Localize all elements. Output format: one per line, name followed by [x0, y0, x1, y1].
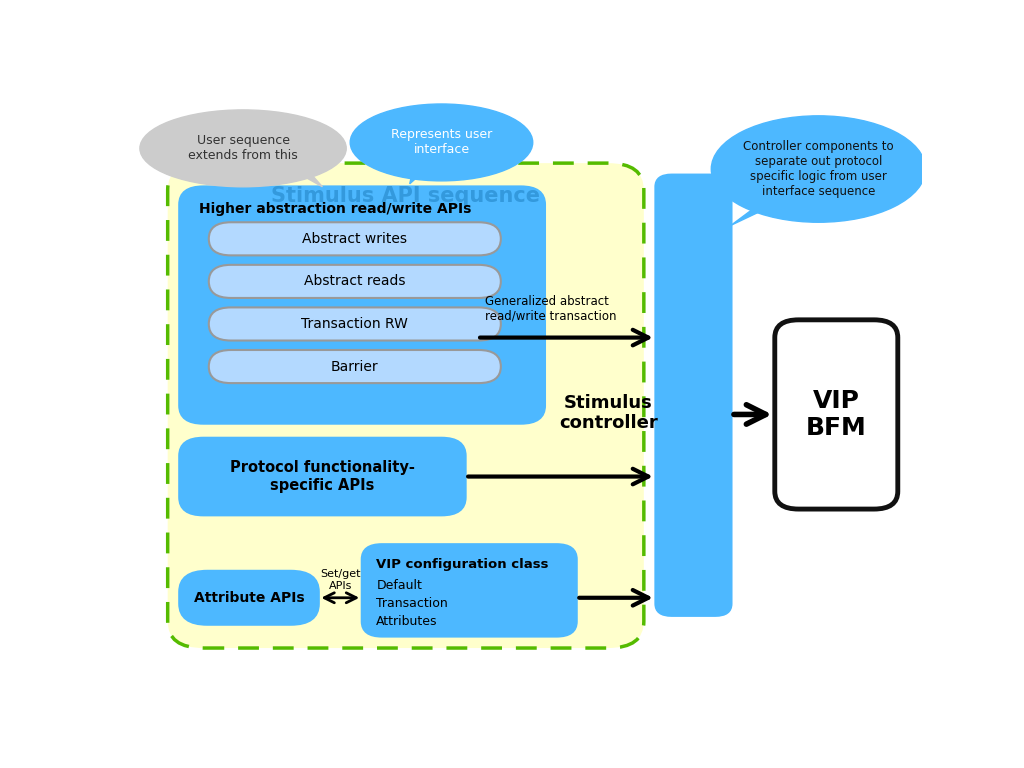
Text: User sequence
extends from this: User sequence extends from this [188, 134, 298, 162]
Text: Transaction RW: Transaction RW [301, 317, 409, 331]
Text: Stimulus API sequence: Stimulus API sequence [271, 186, 541, 206]
Text: Abstract reads: Abstract reads [304, 274, 406, 289]
FancyBboxPatch shape [362, 545, 577, 636]
FancyBboxPatch shape [209, 307, 501, 340]
FancyBboxPatch shape [655, 175, 731, 615]
FancyBboxPatch shape [775, 319, 898, 509]
Text: Stimulus
controller: Stimulus controller [559, 393, 657, 432]
Text: Controller components to
separate out protocol
specific logic from user
interfac: Controller components to separate out pr… [743, 140, 894, 198]
Text: Generalized abstract
read/write transaction: Generalized abstract read/write transact… [485, 295, 616, 323]
Text: Represents user
interface: Represents user interface [391, 128, 493, 157]
Polygon shape [291, 169, 323, 187]
Polygon shape [731, 204, 775, 225]
Ellipse shape [350, 104, 532, 180]
Text: Abstract writes: Abstract writes [302, 232, 408, 246]
Ellipse shape [140, 110, 346, 187]
Text: VIP configuration class: VIP configuration class [377, 558, 549, 571]
FancyBboxPatch shape [209, 265, 501, 298]
Text: Higher abstraction read/write APIs: Higher abstraction read/write APIs [200, 202, 472, 217]
FancyBboxPatch shape [179, 187, 545, 423]
FancyBboxPatch shape [179, 438, 465, 515]
FancyBboxPatch shape [209, 222, 501, 256]
Text: Attribute APIs: Attribute APIs [194, 591, 304, 604]
FancyBboxPatch shape [179, 571, 318, 624]
Text: VIP
BFM: VIP BFM [806, 389, 866, 440]
FancyBboxPatch shape [168, 163, 644, 648]
Text: Protocol functionality-
specific APIs: Protocol functionality- specific APIs [230, 460, 415, 493]
Ellipse shape [712, 116, 926, 222]
Text: Barrier: Barrier [331, 359, 379, 373]
Polygon shape [410, 166, 430, 184]
Text: Set/get
APIs: Set/get APIs [321, 569, 360, 591]
Text: Default
Transaction
Attributes: Default Transaction Attributes [377, 579, 449, 628]
FancyBboxPatch shape [209, 350, 501, 383]
